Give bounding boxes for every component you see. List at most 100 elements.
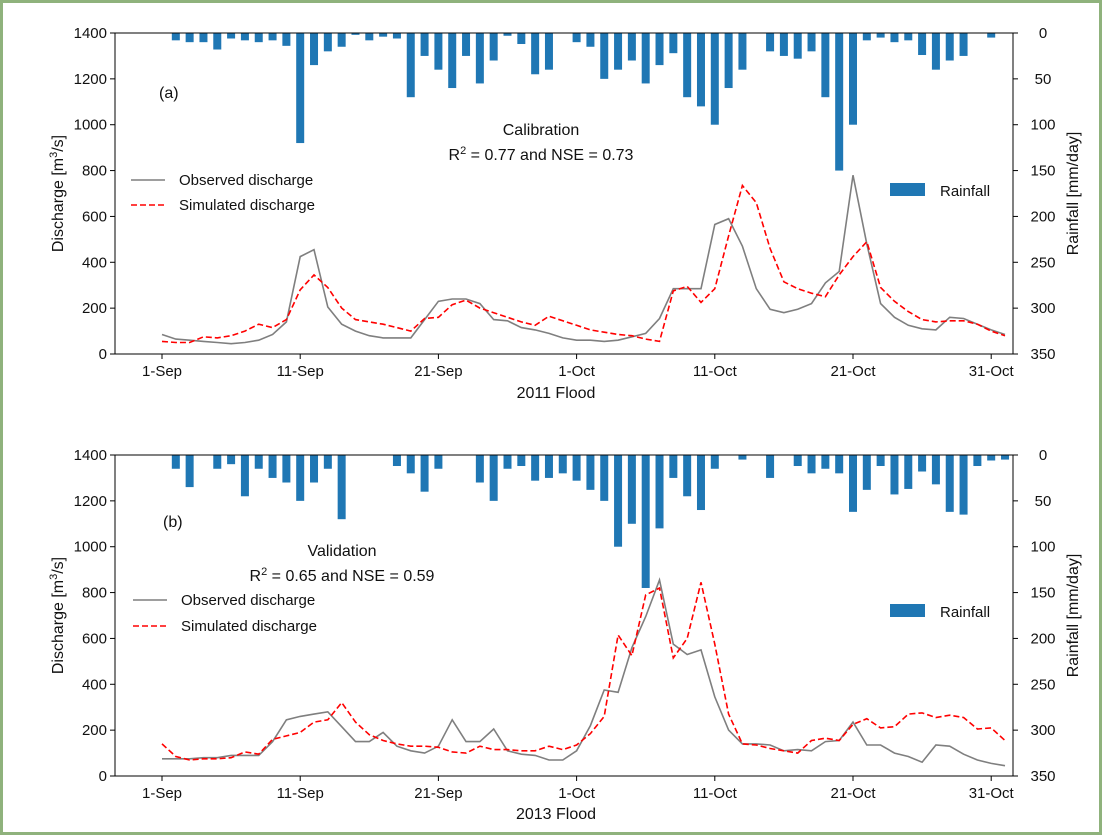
legend-rainfall-label: Rainfall <box>940 183 990 200</box>
legend-simulated-label: Simulated discharge <box>179 197 315 214</box>
rainfall-bar <box>310 455 319 483</box>
legend-rainfall-label: Rainfall <box>940 604 990 621</box>
y-axis-label-post: /s] <box>50 135 67 152</box>
panel-label: (b) <box>163 514 183 531</box>
rainfall-bar <box>296 33 305 144</box>
stats-annotation-post: = 0.65 and NSE = 0.59 <box>267 568 434 585</box>
y-tick-label: 1000 <box>74 117 107 134</box>
rainfall-bar <box>821 455 830 469</box>
rainfall-bar <box>254 33 263 43</box>
rainfall-bar <box>890 33 899 43</box>
y-tick-label: 400 <box>82 254 107 271</box>
y-axis-label: Discharge [m3/s] <box>48 557 67 674</box>
y-tick-label: 1000 <box>74 539 107 556</box>
rainfall-bar <box>268 455 277 478</box>
rainfall-bar <box>849 33 857 125</box>
x-tick-label: 21-Sep <box>414 363 462 380</box>
rainfall-bar <box>171 455 180 469</box>
rainfall-bar <box>544 33 553 70</box>
rainfall-bar <box>185 455 194 488</box>
rainfall-bar <box>517 33 526 45</box>
y2-tick-label: 100 <box>1030 539 1055 556</box>
y2-tick-label: 50 <box>1035 493 1052 510</box>
rainfall-bar <box>475 455 484 483</box>
y-tick-label: 400 <box>82 676 107 693</box>
rainfall-bar <box>766 33 775 52</box>
rainfall-bar <box>655 455 664 529</box>
y2-tick-label: 150 <box>1030 585 1055 602</box>
rainfall-bar <box>572 455 581 481</box>
stats-annotation-sup: 2 <box>460 145 466 157</box>
rainfall-bar <box>696 33 705 107</box>
rainfall-bar <box>227 33 236 39</box>
y2-tick-label: 0 <box>1039 447 1047 464</box>
y2-tick-label: 0 <box>1039 25 1047 42</box>
rainfall-bar <box>379 33 388 37</box>
observed-discharge-line <box>161 175 1006 345</box>
rainfall-bar <box>489 455 498 501</box>
rainfall-bar <box>406 455 415 474</box>
rainfall-bar <box>282 33 291 46</box>
y-tick-label: 200 <box>82 722 107 739</box>
legend-observed-label: Observed discharge <box>181 592 315 609</box>
rainfall-bar <box>420 455 429 492</box>
panel-title: Validation <box>307 543 376 560</box>
y-tick-label: 800 <box>82 585 107 602</box>
y2-tick-label: 350 <box>1030 768 1055 785</box>
rainfall-bar <box>931 455 940 485</box>
x-tick-label: 1-Oct <box>558 363 596 380</box>
y2-tick-label: 350 <box>1030 346 1055 363</box>
y-axis-label-post: /s] <box>50 557 67 574</box>
observed-discharge-line <box>162 577 1006 767</box>
rainfall-bar <box>310 33 319 66</box>
x-tick-label: 31-Oct <box>969 363 1015 380</box>
rainfall-bar <box>683 455 692 497</box>
stats-annotation: R2 = 0.65 and NSE = 0.59 <box>250 566 435 585</box>
rainfall-bar <box>531 455 540 481</box>
y2-tick-label: 100 <box>1030 117 1055 134</box>
rainfall-bar <box>710 455 719 469</box>
rainfall-bar <box>876 455 885 467</box>
rainfall-bar <box>240 33 249 41</box>
x-tick-label: 21-Sep <box>414 785 462 802</box>
y-tick-label: 200 <box>82 300 107 317</box>
rainfall-bar <box>835 33 844 171</box>
rainfall-bar <box>558 455 567 474</box>
rainfall-bar <box>227 455 236 465</box>
rainfall-bar <box>434 33 443 70</box>
rainfall-bar <box>641 455 650 588</box>
chart-panel-b: 0 200 400 600 800 1000 1200 1400 0 50 100 150 200 250… <box>48 447 1082 823</box>
rainfall-bar <box>185 33 194 43</box>
y-tick-label: 0 <box>99 768 107 785</box>
rainfall-bar <box>959 455 968 515</box>
y-tick-label: 1200 <box>74 493 107 510</box>
x-tick-label: 11-Oct <box>693 363 738 380</box>
rainfall-bar <box>213 33 222 50</box>
rainfall-bar <box>254 455 263 469</box>
legend-simulated-label: Simulated discharge <box>181 618 317 635</box>
rainfall-bar <box>821 33 830 98</box>
y2-axis-label: Rainfall [mm/day] <box>1065 554 1082 678</box>
rainfall-bar <box>517 455 526 467</box>
rainfall-bar <box>337 33 346 47</box>
rainfall-bar <box>669 455 678 478</box>
rainfall-bar <box>351 33 360 35</box>
legend-rainfall-swatch <box>890 604 925 617</box>
rainfall-bar <box>931 33 940 70</box>
y-tick-label: 1400 <box>74 25 107 42</box>
plot-frame <box>114 454 1014 777</box>
y2-tick-label: 200 <box>1030 630 1055 647</box>
rainfall-bar <box>392 455 401 467</box>
rainfall-bar <box>669 33 678 54</box>
rainfall-bar <box>434 455 443 469</box>
rainfall-bar <box>641 33 650 84</box>
stats-annotation-sup: 2 <box>261 566 267 578</box>
legend-observed-label: Observed discharge <box>179 172 313 189</box>
rainfall-bar <box>296 455 305 501</box>
y-tick-label: 1200 <box>74 71 107 88</box>
simulated-discharge-line <box>161 582 1006 761</box>
rainfall-bar <box>614 455 623 547</box>
rainfall-bar <box>365 33 374 41</box>
rainfall-bar <box>240 455 249 497</box>
